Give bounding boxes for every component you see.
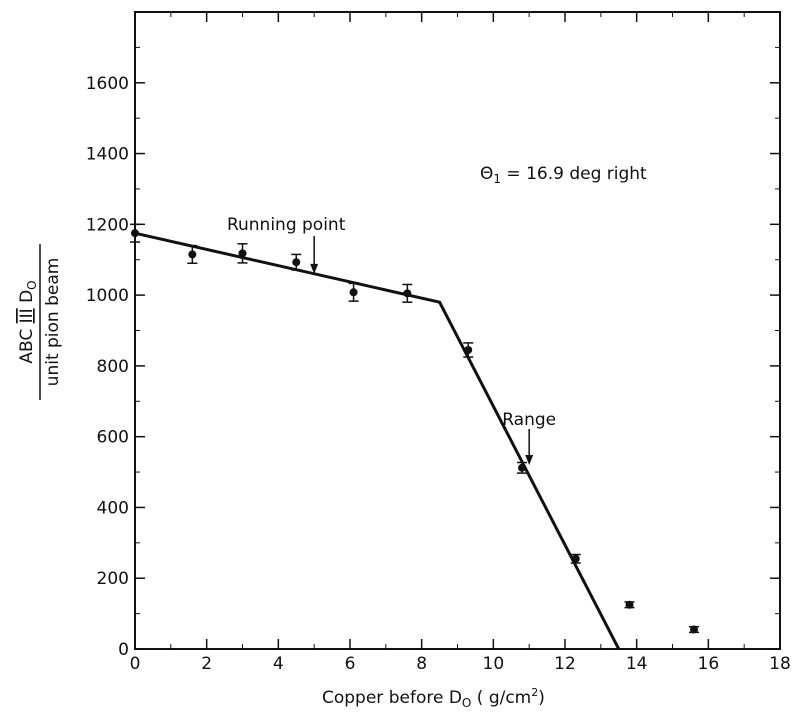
data-point — [130, 223, 140, 243]
x-axis-title: Copper before DO ( g/cm2) — [322, 686, 545, 710]
x-axis-ticks: 0 2 4 6 8 10 12 14 16 18 — [130, 12, 791, 674]
data-point — [348, 282, 359, 302]
x-tick-label: 10 — [483, 654, 505, 674]
y-tick-label: 1000 — [86, 286, 129, 306]
data-point — [463, 342, 474, 358]
y-axis-title-numerator: ABC III DO — [17, 280, 39, 363]
fit-line — [134, 231, 621, 650]
data-marker — [403, 289, 412, 298]
x-tick-label: 18 — [769, 654, 791, 674]
y-tick-label: 0 — [118, 640, 129, 660]
data-point — [624, 600, 635, 609]
data-marker — [292, 258, 301, 267]
y-tick-label: 800 — [97, 357, 129, 377]
y-tick-label: 1200 — [86, 215, 129, 235]
x-tick-label: 6 — [345, 654, 356, 674]
range-label: Range — [502, 410, 556, 430]
plot-frame — [134, 11, 781, 650]
data-points — [130, 223, 699, 634]
x-tick-label: 14 — [626, 654, 648, 674]
x-tick-label: 12 — [554, 654, 576, 674]
y-tick-label: 600 — [97, 428, 129, 448]
data-marker — [238, 249, 247, 258]
angle-annotation: Θ1 = 16.9 deg right — [480, 164, 647, 186]
data-point — [237, 243, 248, 264]
data-marker — [625, 600, 634, 609]
y-tick-label: 1400 — [86, 145, 129, 165]
data-marker — [690, 625, 698, 634]
y-axis-ticks: 0 200 400 600 800 1000 1200 1400 1600 — [86, 46, 780, 660]
data-point — [517, 461, 527, 474]
x-tick-label: 16 — [698, 654, 720, 674]
x-tick-label: 4 — [273, 654, 284, 674]
y-tick-label: 200 — [97, 569, 129, 589]
data-marker — [571, 554, 580, 563]
data-marker — [518, 463, 526, 472]
y-axis-title: ABC III DO unit pion beam — [17, 244, 63, 400]
running-point-arrow — [310, 235, 319, 274]
x-tick-label: 8 — [416, 654, 427, 674]
data-point — [570, 553, 581, 564]
y-axis-title-denominator: unit pion beam — [43, 258, 63, 387]
x-tick-label: 0 — [130, 654, 141, 674]
data-point — [689, 625, 699, 634]
data-marker — [349, 288, 358, 297]
range-arrow — [525, 428, 534, 465]
data-point — [291, 253, 302, 271]
arrow-head — [525, 454, 534, 465]
y-tick-label: 400 — [97, 498, 129, 518]
running-point-label: Running point — [227, 215, 346, 235]
x-tick-label: 2 — [201, 654, 212, 674]
data-point — [187, 244, 198, 265]
data-marker — [188, 250, 197, 259]
data-marker — [131, 229, 139, 238]
data-point — [402, 283, 413, 303]
data-marker — [464, 345, 473, 354]
arrow-head — [310, 263, 319, 274]
y-tick-label: 1600 — [86, 74, 129, 94]
